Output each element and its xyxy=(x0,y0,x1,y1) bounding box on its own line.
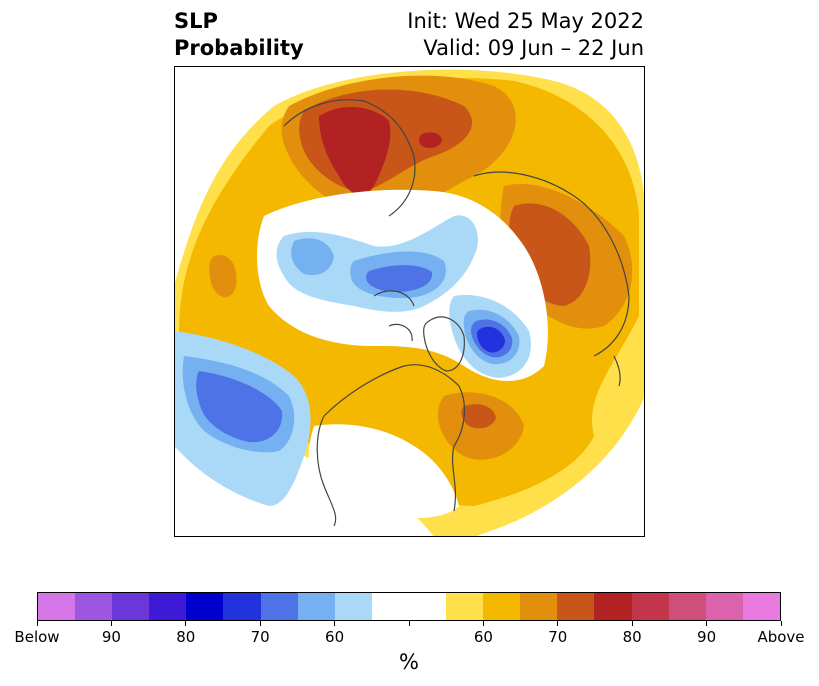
above-70-pacific xyxy=(209,255,237,298)
colorbar-tick xyxy=(706,621,708,626)
colorbar-tick xyxy=(780,621,782,626)
coast-japan xyxy=(613,355,621,387)
above-80-europe xyxy=(319,106,391,195)
colorbar-tick-label: 80 xyxy=(622,628,642,646)
colorbar-segment xyxy=(38,593,76,620)
colorbar-tick-label: Above xyxy=(757,628,805,646)
coast-greenland xyxy=(423,316,465,372)
colorbar-tick xyxy=(557,621,559,626)
colorbar-segment xyxy=(520,593,558,620)
colorbar-segment xyxy=(223,593,261,620)
below-70-central xyxy=(366,265,433,292)
colorbar-segment xyxy=(446,593,484,620)
polar-probability-map xyxy=(174,66,645,537)
colorbar-tick xyxy=(334,621,336,626)
coast-europe xyxy=(283,99,416,217)
colorbar-tick xyxy=(408,621,410,626)
below-80-baffin xyxy=(477,326,505,353)
colorbar-tick-label: 70 xyxy=(250,628,270,646)
map-dates: Init: Wed 25 May 2022 Valid: 09 Jun – 22… xyxy=(407,8,644,62)
colorbar-tick xyxy=(259,621,261,626)
colorbar-segment xyxy=(149,593,187,620)
colorbar-tick xyxy=(185,621,187,626)
coast-north-america xyxy=(316,364,465,527)
colorbar-segment xyxy=(75,593,113,620)
colorbar-segment xyxy=(631,593,669,620)
colorbar-segment xyxy=(705,593,743,620)
title-type: Probability xyxy=(174,36,304,60)
coast-arctic-islands xyxy=(373,290,415,342)
colorbar-tick-label: 90 xyxy=(697,628,717,646)
colorbar-segment xyxy=(334,593,372,620)
colorbar-segment xyxy=(594,593,632,620)
above-75-atlantic xyxy=(461,404,496,429)
title-variable: SLP xyxy=(174,9,218,33)
colorbar-tick-label: 60 xyxy=(473,628,493,646)
colorbar-segment xyxy=(371,593,409,620)
below-70-pacific xyxy=(196,371,283,443)
colorbar-segment xyxy=(260,593,298,620)
init-date: Init: Wed 25 May 2022 xyxy=(407,9,644,33)
colorbar-segment xyxy=(557,593,595,620)
colorbar-segment xyxy=(186,593,224,620)
valid-range: Valid: 09 Jun – 22 Jun xyxy=(423,36,644,60)
colorbar-segment xyxy=(112,593,150,620)
map-title: SLP Probability xyxy=(174,8,304,62)
colorbar-segment xyxy=(408,593,447,620)
below-65-arctic xyxy=(291,238,334,276)
colorbar-segment xyxy=(742,593,780,620)
colorbar-tick-label: 80 xyxy=(176,628,196,646)
colorbar xyxy=(37,592,781,621)
colorbar-segment xyxy=(297,593,335,620)
colorbar-tick xyxy=(631,621,633,626)
colorbar-tick-label: Below xyxy=(14,628,60,646)
colorbar-unit: % xyxy=(399,650,419,674)
colorbar-tick xyxy=(482,621,484,626)
colorbar-tick-label: 60 xyxy=(325,628,345,646)
colorbar-segment xyxy=(668,593,706,620)
coast-asia xyxy=(473,171,630,357)
colorbar-tick-label: 90 xyxy=(101,628,121,646)
above-80-scand xyxy=(419,132,442,149)
colorbar-tick xyxy=(110,621,112,626)
colorbar-tick-label: 70 xyxy=(548,628,568,646)
neutral-north-america xyxy=(308,424,459,518)
colorbar-tick xyxy=(36,621,38,626)
colorbar-segment xyxy=(483,593,521,620)
